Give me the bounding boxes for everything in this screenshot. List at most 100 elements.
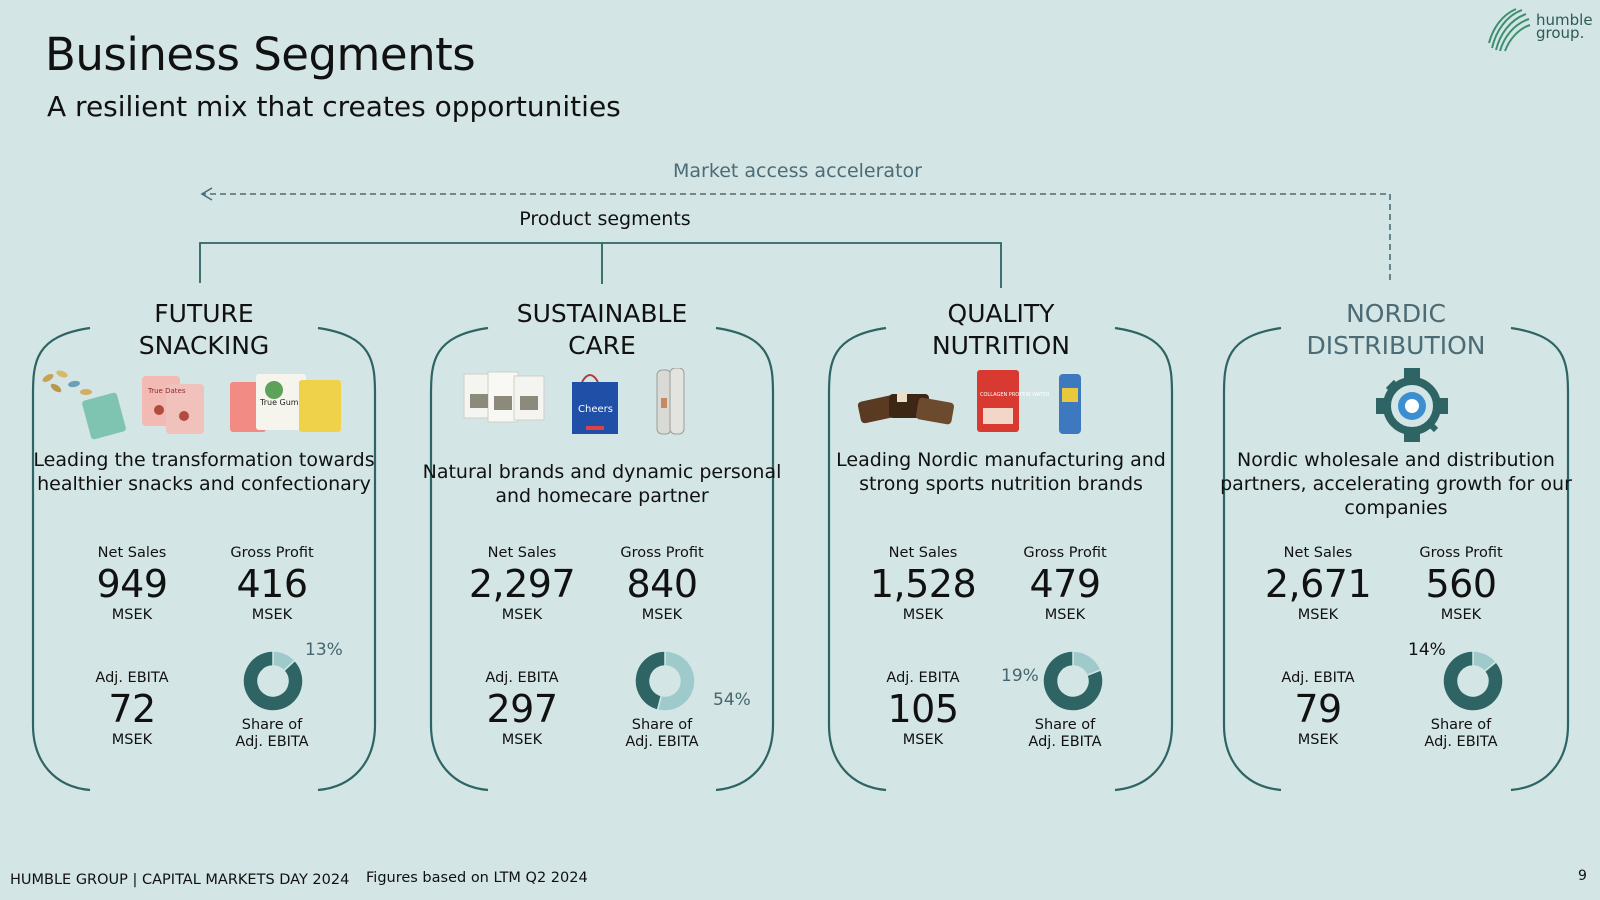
page-title: Business Segments [45, 28, 476, 81]
adj-ebita-unit: MSEK [501, 732, 543, 748]
page-number: 9 [1578, 868, 1587, 884]
gross-profit-unit: MSEK [1440, 607, 1482, 623]
snacking-products-image: True Dates True Gum [34, 368, 374, 442]
net-sales-value: 2,297 [468, 562, 576, 606]
adj-ebita-label: Adj. EBITA [95, 670, 169, 686]
bracket-right-sustainable-care [715, 326, 775, 792]
gross-profit-label: Gross Profit [230, 545, 314, 561]
segment-sustainable-care: SUSTAINABLE CARE Cheers [412, 290, 792, 800]
segment-description: Natural brands and dynamic personal and … [422, 461, 782, 507]
segment-title-line1: FUTURE [154, 299, 254, 328]
ebita-share-percent: 14% [1408, 640, 1446, 660]
gross-profit-value: 840 [626, 562, 698, 606]
segment-description: Leading the transformation towards healt… [33, 449, 375, 495]
gross-profit-value: 479 [1029, 562, 1101, 606]
footer-company: HUMBLE GROUP | CAPITAL MARKETS DAY 2024 [10, 872, 350, 888]
net-sales-unit: MSEK [902, 607, 944, 623]
market-access-arrowhead [200, 187, 213, 201]
nutrition-products-image: COLLAGEN PROTEIN WATER [831, 368, 1171, 442]
net-sales-metric: Net Sales 1,528 MSEK [858, 544, 988, 624]
segment-title: NORDIC DISTRIBUTION [1206, 298, 1586, 362]
adj-ebita-label: Adj. EBITA [485, 670, 559, 686]
ebita-share-percent: 54% [713, 690, 751, 710]
ebita-share-donut [634, 650, 696, 712]
adj-ebita-label: Adj. EBITA [1281, 670, 1355, 686]
gross-profit-metric: Gross Profit 416 MSEK [207, 544, 337, 624]
net-sales-label: Net Sales [487, 545, 557, 561]
svg-text:True Gum: True Gum [259, 398, 299, 407]
energy-drink-can-icon [1059, 374, 1081, 434]
segment-title-line1: QUALITY [947, 299, 1055, 328]
logo-leaf-icon [1488, 8, 1531, 52]
nuts-icon [42, 370, 126, 440]
distribution-network-icon [1376, 366, 1448, 444]
market-access-arrow [203, 193, 1391, 280]
donut-share-slice [656, 650, 696, 712]
segment-title-line2: NUTRITION [931, 331, 1071, 360]
ebita-share-donut [1442, 650, 1504, 712]
bracket-left-nordic-distribution [1222, 326, 1282, 792]
share-label-line1: Share of [241, 717, 303, 733]
donut-rest-slice [1042, 650, 1104, 712]
net-sales-unit: MSEK [1297, 607, 1339, 623]
collagen-protein-water-icon: COLLAGEN PROTEIN WATER [977, 370, 1050, 432]
donut-rest-slice [242, 650, 304, 712]
donut-rest-slice [634, 650, 666, 711]
net-sales-value: 1,528 [869, 562, 977, 606]
diaper-packs-icon [463, 371, 545, 423]
ebita-share-percent: 19% [1001, 666, 1039, 686]
adj-ebita-metric: Adj. EBITA 72 MSEK [67, 669, 197, 749]
net-sales-unit: MSEK [111, 607, 153, 623]
segment-title: FUTURE SNACKING [14, 298, 394, 362]
adj-ebita-unit: MSEK [902, 732, 944, 748]
share-label-line2: Adj. EBITA [235, 734, 309, 750]
adj-ebita-metric: Adj. EBITA 105 MSEK [858, 669, 988, 749]
adj-ebita-unit: MSEK [1297, 732, 1339, 748]
share-of-ebita-label: Share of Adj. EBITA [207, 717, 337, 751]
bracket-right-nordic-distribution [1510, 326, 1570, 792]
true-gum-pack-icon: True Gum [230, 374, 341, 432]
gross-profit-metric: Gross Profit 840 MSEK [597, 544, 727, 624]
segment-description: Leading Nordic manufacturing and strong … [836, 449, 1166, 495]
bracket-left-future-snacking [31, 326, 91, 792]
donut-rest-slice [1442, 650, 1504, 712]
share-label-line2: Adj. EBITA [625, 734, 699, 750]
net-sales-metric: Net Sales 2,671 MSEK [1253, 544, 1383, 624]
ebita-share-percent: 13% [305, 640, 343, 660]
share-label-line2: Adj. EBITA [1424, 734, 1498, 750]
page-subtitle: A resilient mix that creates opportuniti… [47, 90, 621, 123]
share-label-line1: Share of [631, 717, 693, 733]
adj-ebita-value: 297 [486, 687, 558, 731]
gross-profit-unit: MSEK [641, 607, 683, 623]
adj-ebita-metric: Adj. EBITA 297 MSEK [457, 669, 587, 749]
segment-title-line1: NORDIC [1346, 299, 1446, 328]
adj-ebita-value: 72 [108, 687, 156, 731]
ebita-share-donut [1042, 650, 1104, 712]
adj-ebita-label: Adj. EBITA [886, 670, 960, 686]
net-sales-value: 2,671 [1264, 562, 1372, 606]
net-sales-label: Net Sales [1283, 545, 1353, 561]
logo-text: humble group. [1536, 11, 1593, 42]
net-sales-unit: MSEK [501, 607, 543, 623]
net-sales-metric: Net Sales 2,297 MSEK [457, 544, 587, 624]
ebita-share-donut [242, 650, 304, 712]
segment-title: QUALITY NUTRITION [811, 298, 1191, 362]
gross-profit-label: Gross Profit [620, 545, 704, 561]
adj-ebita-value: 79 [1294, 687, 1342, 731]
net-sales-metric: Net Sales 949 MSEK [67, 544, 197, 624]
segment-title-line2: DISTRIBUTION [1306, 331, 1486, 360]
bracket-left-quality-nutrition [827, 326, 887, 792]
share-of-ebita-label: Share of Adj. EBITA [1396, 717, 1526, 751]
segment-title-line1: SUSTAINABLE [516, 299, 688, 328]
product-segments-label: Product segments [519, 208, 691, 230]
adj-ebita-value: 105 [887, 687, 959, 731]
bracket-right-quality-nutrition [1114, 326, 1174, 792]
footer-note: Figures based on LTM Q2 2024 [366, 870, 588, 886]
spray-bottles-icon [656, 367, 685, 435]
share-label-line1: Share of [1430, 717, 1492, 733]
product-segments-tree [199, 242, 1002, 288]
svg-text:Cheers: Cheers [578, 404, 613, 415]
share-of-ebita-label: Share of Adj. EBITA [597, 717, 727, 751]
gross-profit-label: Gross Profit [1419, 545, 1503, 561]
